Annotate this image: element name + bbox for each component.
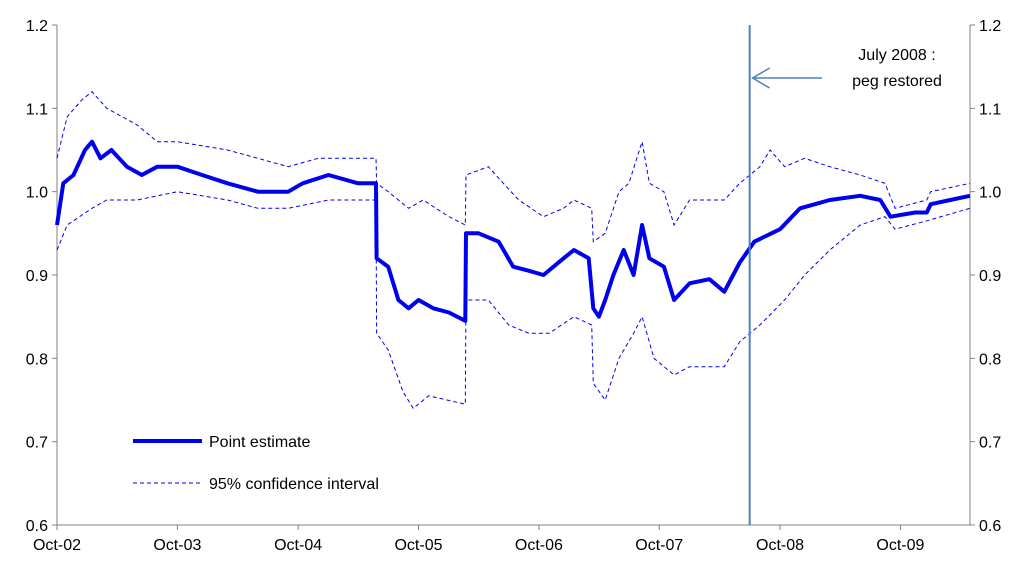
axes (52, 24, 975, 530)
y-tick-label-right: 0.9 (979, 268, 1001, 285)
y-tick-label-right: 0.7 (979, 435, 1001, 452)
y-tick-label-right: 0.6 (979, 518, 1001, 535)
y-tick-label-left: 1.0 (26, 185, 48, 202)
annotation-label-line-1: July 2008 : (858, 47, 935, 64)
y-tick-label-left: 0.9 (26, 268, 48, 285)
x-tick-label: Oct-08 (756, 537, 804, 554)
peg-marker: July 2008 : peg restored (748, 25, 942, 525)
y-tick-label-right: 1.0 (979, 185, 1001, 202)
y-tick-label-right: 0.8 (979, 351, 1001, 368)
confidence-interval-lower-line (56, 191, 971, 410)
y-tick-label-left: 1.2 (26, 18, 48, 35)
annotation-arrow-head (751, 67, 771, 89)
x-tick-label: Oct-07 (635, 537, 683, 554)
y-tick-label-left: 1.1 (26, 101, 48, 118)
y-tick-label-right: 1.2 (979, 18, 1001, 35)
x-tick-label: Oct-03 (153, 537, 201, 554)
x-axis-tick-labels: Oct-02 Oct-03 Oct-04 Oct-05 Oct-06 Oct-07 Oct-… (33, 537, 925, 554)
point-estimate-line (55, 139, 971, 323)
legend-label-confidence-interval: 95% confidence interval (209, 476, 379, 493)
annotation-label-line-2: peg restored (852, 73, 942, 90)
y-axis-tick-labels-right: 0.6 0.7 0.8 0.9 1.0 1.1 1.2 (979, 18, 1001, 535)
y-tick-label-right: 1.1 (979, 101, 1001, 118)
y-tick-label-left: 0.8 (26, 351, 48, 368)
x-tick-label: Oct-04 (274, 537, 322, 554)
y-tick-label-left: 0.7 (26, 435, 48, 452)
y-tick-label-left: 0.6 (26, 518, 48, 535)
series-layer (55, 91, 971, 410)
confidence-interval-upper-line (56, 91, 971, 243)
x-tick-label: Oct-05 (394, 537, 442, 554)
legend: Point estimate 95% confidence interval (133, 434, 379, 493)
y-axis-tick-labels-left: 0.6 0.7 0.8 0.9 1.0 1.1 1.2 (26, 18, 48, 535)
legend-label-point-estimate: Point estimate (209, 434, 310, 451)
x-tick-label: Oct-02 (33, 537, 81, 554)
x-tick-label: Oct-09 (876, 537, 924, 554)
x-tick-label: Oct-06 (515, 537, 563, 554)
